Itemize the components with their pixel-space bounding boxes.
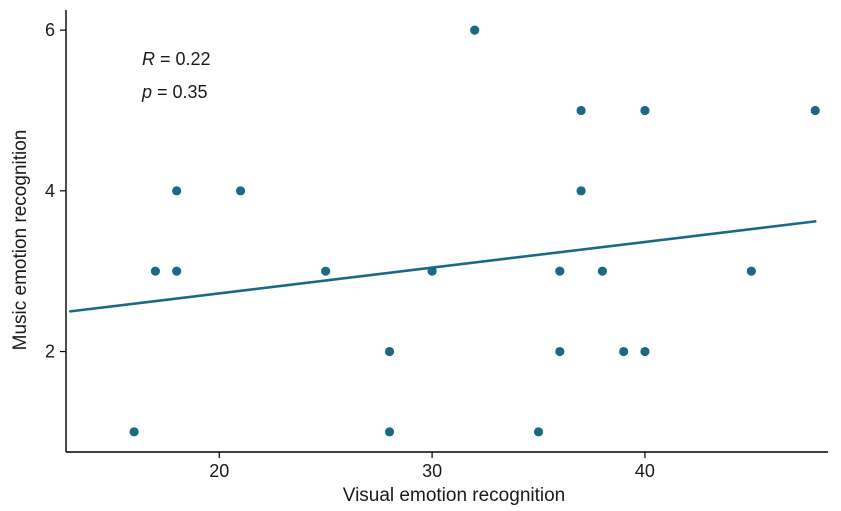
regression-line bbox=[68, 220, 817, 313]
x-tick-label: 40 bbox=[635, 461, 655, 481]
data-point bbox=[321, 266, 331, 276]
regression-line-group bbox=[68, 220, 817, 313]
y-tick-label: 6 bbox=[45, 20, 55, 40]
data-point bbox=[810, 105, 820, 116]
r-symbol: R bbox=[142, 49, 155, 69]
axes bbox=[65, 10, 828, 453]
data-point bbox=[129, 427, 139, 437]
data-point bbox=[640, 346, 650, 357]
data-point bbox=[384, 427, 395, 437]
data-point bbox=[555, 266, 565, 276]
x-tick-label: 30 bbox=[422, 461, 442, 481]
y-tick-label: 4 bbox=[45, 181, 55, 201]
data-point bbox=[576, 186, 586, 196]
ticks: 20 30 40 2 4 6 bbox=[45, 20, 655, 481]
y-axis-label: Music emotion recognition bbox=[10, 130, 31, 351]
data-point bbox=[746, 266, 756, 276]
data-point bbox=[640, 105, 650, 116]
data-point bbox=[384, 346, 395, 357]
x-axis-label: Visual emotion recognition bbox=[343, 485, 566, 506]
data-point bbox=[597, 266, 607, 276]
data-point bbox=[172, 266, 182, 276]
data-point bbox=[619, 346, 629, 357]
data-point bbox=[150, 266, 160, 276]
data-point bbox=[555, 346, 565, 357]
data-point bbox=[172, 186, 182, 196]
p-symbol: p bbox=[141, 82, 152, 102]
data-point bbox=[533, 427, 544, 437]
r-annotation: R = 0.22 bbox=[142, 49, 211, 69]
data-point bbox=[470, 25, 480, 35]
data-point bbox=[576, 105, 586, 116]
p-value: = 0.35 bbox=[152, 82, 208, 102]
y-tick-label: 2 bbox=[45, 342, 55, 362]
r-value: = 0.22 bbox=[155, 49, 211, 69]
data-point bbox=[235, 186, 246, 196]
x-tick-label: 20 bbox=[209, 461, 229, 481]
data-points bbox=[129, 25, 820, 437]
p-annotation: p = 0.35 bbox=[141, 82, 208, 102]
data-point bbox=[427, 266, 437, 276]
